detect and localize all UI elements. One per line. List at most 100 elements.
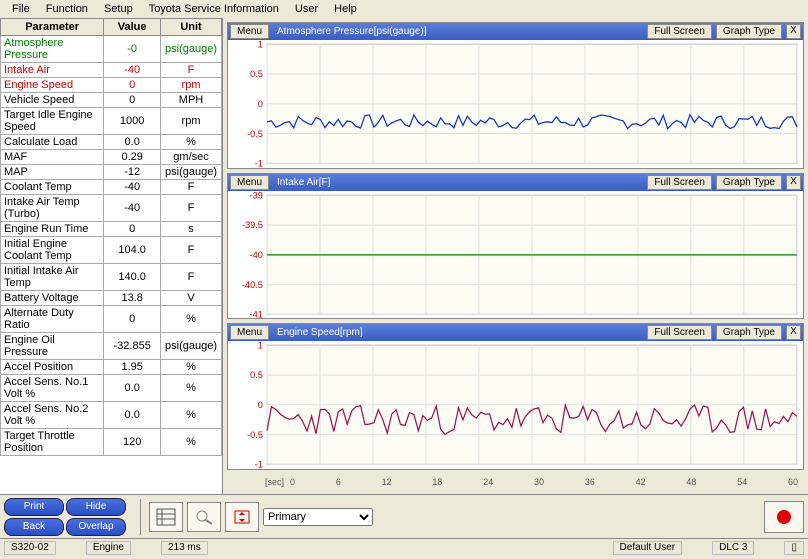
bottom-toolbar: PrintHideBackOverlap Primary [0, 494, 808, 538]
svg-text:-39.5: -39.5 [242, 219, 263, 230]
param-name: Calculate Load [1, 135, 104, 150]
svg-text:-40: -40 [250, 249, 263, 260]
param-value: 1.95 [104, 360, 161, 375]
svg-text:-40.5: -40.5 [242, 278, 263, 289]
menu-file[interactable]: File [4, 1, 38, 17]
overlap-button[interactable]: Overlap [66, 518, 126, 536]
param-unit: F [161, 180, 222, 195]
param-name: Vehicle Speed [1, 93, 104, 108]
x-tick: 18 [432, 477, 442, 487]
x-tick: 54 [737, 477, 747, 487]
table-row[interactable]: Initial Engine Coolant Temp104.0F [1, 237, 222, 264]
x-axis: [sec]06121824303642485460 [227, 474, 804, 490]
status-bar: S320-02 Engine 213 ms Default User DLC 3… [0, 538, 808, 556]
table-row[interactable]: Accel Sens. No.2 Volt %0.0% [1, 402, 222, 429]
graph-titlebar: Menu Atmosphere Pressure[psi(gauge)] Full … [228, 23, 803, 40]
plot-area[interactable]: 10.50-0.5-1 [228, 341, 803, 469]
param-unit: gm/sec [161, 150, 222, 165]
graphtype-button[interactable]: Graph Type [716, 325, 782, 340]
x-axis-label: [sec] [265, 477, 284, 487]
view-select[interactable]: Primary [263, 508, 373, 526]
param-unit: F [161, 264, 222, 291]
param-unit: % [161, 135, 222, 150]
x-tick: 30 [534, 477, 544, 487]
close-icon[interactable]: X [786, 325, 801, 340]
param-value: 13.8 [104, 291, 161, 306]
table-row[interactable]: Target Idle Engine Speed1000rpm [1, 108, 222, 135]
svg-text:0.5: 0.5 [250, 369, 263, 380]
param-value: -40 [104, 63, 161, 78]
param-value: -12 [104, 165, 161, 180]
table-row[interactable]: Alternate Duty Ratio0% [1, 306, 222, 333]
table-row[interactable]: Engine Speed0rpm [1, 78, 222, 93]
close-icon[interactable]: X [786, 175, 801, 190]
param-value: 0 [104, 93, 161, 108]
table-row[interactable]: Battery Voltage13.8V [1, 291, 222, 306]
param-unit: s [161, 222, 222, 237]
zoom-icon[interactable] [187, 502, 221, 532]
x-tick: 36 [585, 477, 595, 487]
table-row[interactable]: Coolant Temp-40F [1, 180, 222, 195]
table-row[interactable]: Calculate Load0.0% [1, 135, 222, 150]
menu-function[interactable]: Function [38, 1, 96, 17]
print-button[interactable]: Print [4, 498, 64, 516]
param-name: Target Idle Engine Speed [1, 108, 104, 135]
param-name: MAP [1, 165, 104, 180]
param-value: 0 [104, 78, 161, 93]
x-tick: 6 [336, 477, 341, 487]
param-name: Coolant Temp [1, 180, 104, 195]
table-row[interactable]: Engine Run Time0s [1, 222, 222, 237]
param-unit: F [161, 237, 222, 264]
graph-2: Menu Engine Speed[rpm] Full Screen Graph Ty… [227, 323, 804, 470]
menu-user[interactable]: User [287, 1, 326, 17]
param-value: -0 [104, 36, 161, 63]
table-row[interactable]: Atmosphere Pressure-0psi(gauge) [1, 36, 222, 63]
graph-menu-button[interactable]: Menu [230, 175, 269, 190]
list-view-icon[interactable] [149, 502, 183, 532]
hide-button[interactable]: Hide [66, 498, 126, 516]
expand-icon[interactable] [225, 502, 259, 532]
table-row[interactable]: Initial Intake Air Temp140.0F [1, 264, 222, 291]
fullscreen-button[interactable]: Full Screen [647, 24, 712, 39]
menu-setup[interactable]: Setup [96, 1, 141, 17]
menu-toyota-service-information[interactable]: Toyota Service Information [141, 1, 287, 17]
param-unit: % [161, 429, 222, 456]
fullscreen-button[interactable]: Full Screen [647, 175, 712, 190]
param-name: Initial Engine Coolant Temp [1, 237, 104, 264]
param-value: 120 [104, 429, 161, 456]
table-row[interactable]: MAP-12psi(gauge) [1, 165, 222, 180]
param-unit: % [161, 306, 222, 333]
table-row[interactable]: Intake Air Temp (Turbo)-40F [1, 195, 222, 222]
table-row[interactable]: Accel Sens. No.1 Volt %0.0% [1, 375, 222, 402]
svg-text:-41: -41 [250, 308, 263, 318]
param-value: 140.0 [104, 264, 161, 291]
plot-area[interactable]: -39-39.5-40-40.5-41 [228, 191, 803, 319]
table-row[interactable]: Engine Oil Pressure-32.855psi(gauge) [1, 333, 222, 360]
plot-area[interactable]: 10.50-0.5-1 [228, 40, 803, 168]
table-row[interactable]: Accel Position1.95% [1, 360, 222, 375]
record-button[interactable] [764, 501, 804, 533]
x-tick: 42 [636, 477, 646, 487]
menu-help[interactable]: Help [326, 1, 365, 17]
parameter-panel: ParameterValueUnit Atmosphere Pressure-0… [0, 18, 223, 494]
graph-title: Atmosphere Pressure[psi(gauge)] [273, 26, 643, 37]
graph-menu-button[interactable]: Menu [230, 325, 269, 340]
svg-text:1: 1 [258, 341, 263, 350]
param-name: Target Throttle Position [1, 429, 104, 456]
col-parameter: Parameter [1, 19, 104, 36]
fullscreen-button[interactable]: Full Screen [647, 325, 712, 340]
close-icon[interactable]: X [786, 24, 801, 39]
param-unit: % [161, 360, 222, 375]
graph-title: Engine Speed[rpm] [273, 327, 643, 338]
graph-menu-button[interactable]: Menu [230, 24, 269, 39]
table-row[interactable]: Target Throttle Position120% [1, 429, 222, 456]
graphtype-button[interactable]: Graph Type [716, 24, 782, 39]
back-button[interactable]: Back [4, 518, 64, 536]
graphtype-button[interactable]: Graph Type [716, 175, 782, 190]
param-name: Battery Voltage [1, 291, 104, 306]
table-row[interactable]: MAF0.29gm/sec [1, 150, 222, 165]
graph-titlebar: Menu Engine Speed[rpm] Full Screen Graph Ty… [228, 324, 803, 341]
param-value: 0.0 [104, 402, 161, 429]
table-row[interactable]: Vehicle Speed0MPH [1, 93, 222, 108]
table-row[interactable]: Intake Air-40F [1, 63, 222, 78]
